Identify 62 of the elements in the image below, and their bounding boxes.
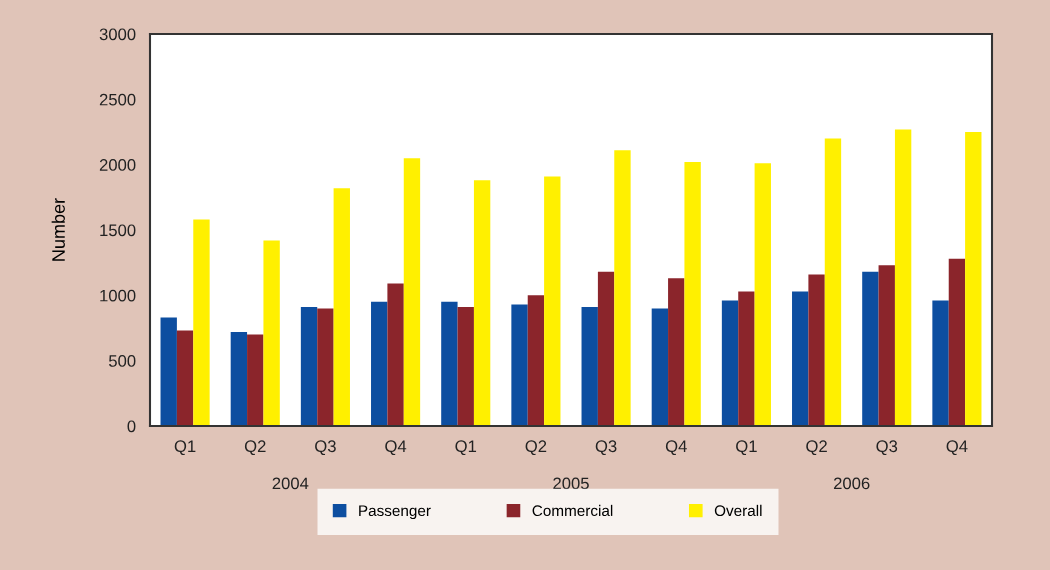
x-tick-label: Q4 (946, 440, 968, 456)
bar (527, 295, 545, 426)
text: 2006 (833, 477, 870, 490)
bar (738, 291, 755, 426)
bar (862, 271, 879, 426)
bar (511, 304, 528, 426)
bar (948, 258, 966, 426)
bar (247, 334, 264, 426)
bar (457, 307, 474, 426)
bar (581, 307, 598, 426)
legend-label: Passenger (359, 505, 431, 520)
bar (176, 330, 194, 426)
y-tick-label: 500 (108, 355, 136, 367)
bar (668, 278, 685, 426)
y-tick-label: 0 (127, 420, 136, 433)
bar (597, 271, 615, 426)
bar (300, 307, 318, 426)
bar (684, 162, 701, 426)
y-tick-label: 3000 (99, 28, 136, 41)
x-tick-label: Q1 (736, 440, 757, 456)
bar (894, 129, 912, 426)
bar (651, 308, 669, 426)
bar (932, 300, 949, 426)
bar (792, 291, 809, 426)
legend-label: Overall (714, 504, 762, 517)
bar (263, 240, 280, 426)
bar (473, 180, 491, 426)
bar (230, 331, 248, 426)
bar (387, 283, 404, 426)
x-tick-label: Q1 (455, 440, 477, 456)
x-tick-label: Q2 (525, 440, 547, 456)
y-axis-title: Number (51, 198, 65, 261)
bar (721, 300, 739, 426)
bar (403, 158, 421, 426)
bar (317, 308, 334, 426)
text: 2005 (553, 477, 589, 490)
y-tick-label: 1500 (100, 224, 136, 237)
bar (965, 132, 982, 426)
y-tick-label: 2000 (99, 159, 136, 171)
bar (441, 301, 458, 426)
bar (333, 188, 350, 426)
x-tick-label: Q2 (244, 440, 266, 456)
bar (160, 317, 177, 426)
bar (754, 163, 771, 426)
x-tick-label: Q4 (385, 440, 407, 456)
bar (544, 176, 561, 426)
y-tick-label: 2500 (99, 93, 136, 106)
legend-label: Commercial (532, 504, 613, 517)
bar (808, 274, 825, 426)
bar (371, 301, 388, 426)
text: 2004 (272, 477, 309, 490)
bar (614, 150, 631, 426)
x-tick-label: Q2 (806, 440, 827, 456)
y-tick-label: 1000 (100, 289, 136, 302)
x-tick-label: Q4 (665, 440, 687, 456)
bar (824, 138, 842, 426)
x-tick-label: Q3 (876, 440, 898, 456)
x-tick-label: Q3 (595, 440, 617, 456)
x-tick-label: Q1 (174, 440, 196, 456)
x-tick-label: Q3 (315, 440, 336, 456)
bar (193, 219, 210, 426)
bar (878, 265, 895, 426)
